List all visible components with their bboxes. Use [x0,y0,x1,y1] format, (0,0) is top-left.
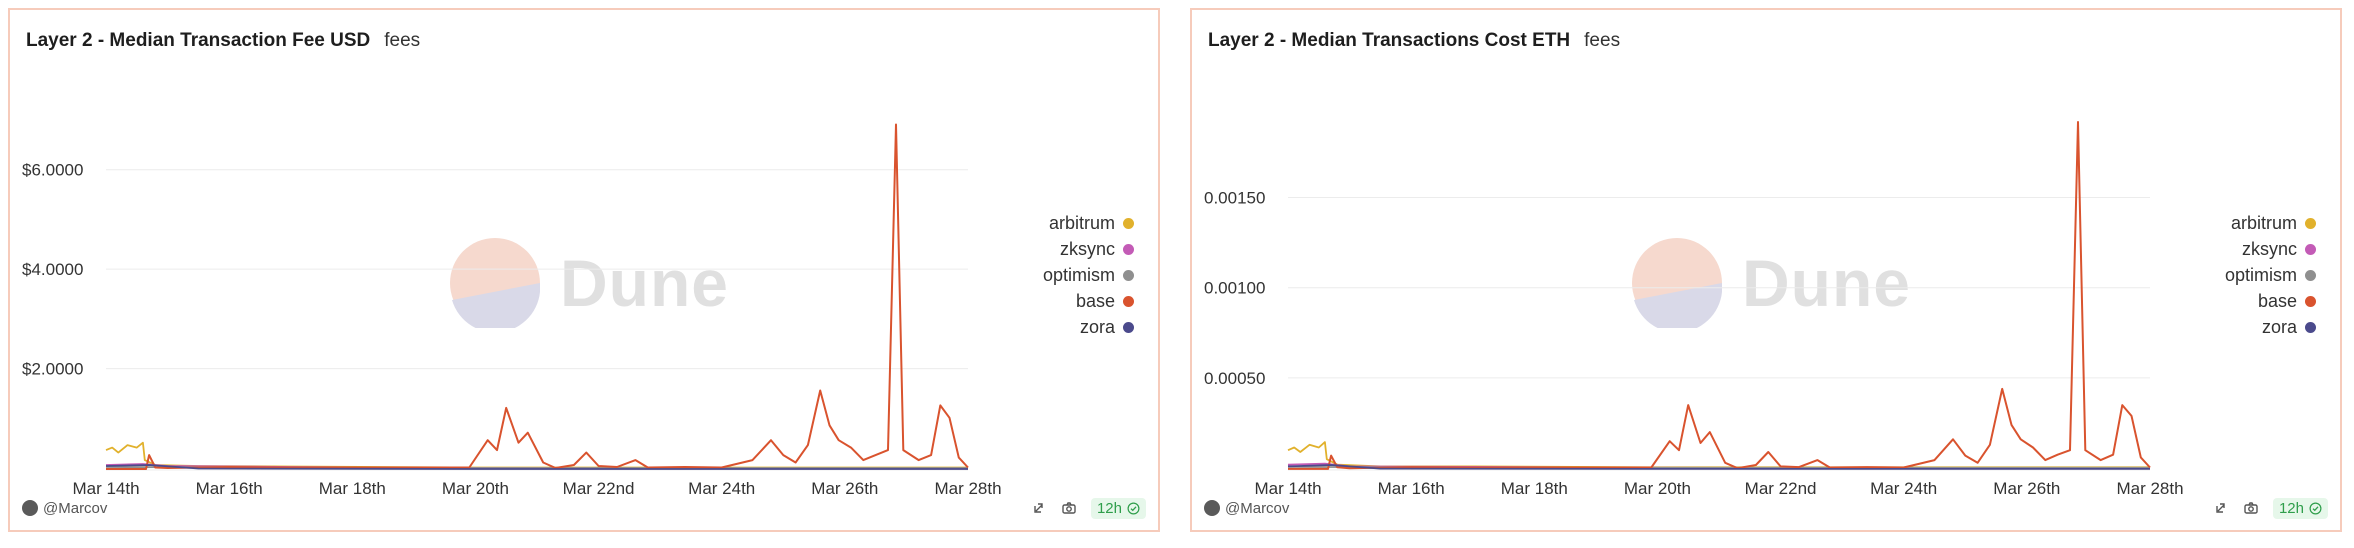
x-tick-label: Mar 16th [1378,479,1445,498]
series-line-arbitrum [105,441,968,469]
legend-label: arbitrum [1048,212,1115,233]
camera-icon[interactable] [2243,500,2259,516]
avatar [1204,500,1220,516]
chart-title-text: Layer 2 - Median Transactions Cost ETH [1208,30,1571,51]
legend-dot [1123,269,1134,281]
legend-label: optimism [1042,264,1115,285]
legend: arbitrum zksync optimism base zora [1043,210,1134,340]
chart-tools: 12h [2213,497,2328,519]
legend-item-zora[interactable]: zora [1043,314,1134,340]
legend-dot [2305,269,2316,281]
legend-label: base [1075,290,1115,311]
share-icon[interactable] [2213,500,2229,516]
avatar [22,500,38,516]
dune-watermark: Dune [450,238,729,328]
chart-footer: @Marcov 12h [1204,496,2328,520]
check-circle-icon [2309,502,2322,514]
author-name: @Marcov [1225,499,1290,517]
dune-watermark: Dune [1632,238,1911,328]
chart-tools: 12h [1031,497,1146,519]
x-tick-label: Mar 26th [811,479,878,498]
y-tick-label: $6.0000 [22,161,83,180]
x-tick-label: Mar 28th [934,479,1001,498]
legend-dot [1123,321,1134,333]
line-chart: 0.00050 0.00100 0.00150 Mar 14th Mar 16th Mar… [1204,121,2184,498]
legend-dot [2305,217,2316,229]
legend-label: zksync [2241,238,2297,259]
legend: arbitrum zksync optimism base zora [2225,210,2316,340]
series-line-zora [105,464,968,470]
author[interactable]: @Marcov [1204,500,1289,517]
legend-dot [1123,243,1134,255]
legend-item-base[interactable]: base [1043,288,1134,314]
x-tick-label: Mar 28th [2116,479,2183,498]
chart-subtitle: fees [384,30,421,51]
x-tick-label: Mar 20th [1624,479,1691,498]
refresh-badge[interactable]: 12h [1090,497,1146,519]
refresh-badge-text: 12h [2278,499,2304,517]
y-tick-label: $4.0000 [22,260,83,279]
legend-item-zksync[interactable]: zksync [2225,236,2316,262]
y-tick-label: 0.00150 [1204,189,1265,208]
legend-item-zksync[interactable]: zksync [1043,236,1134,262]
x-tick-label: Mar 26th [1993,479,2060,498]
x-tick-label: Mar 24th [688,479,755,498]
chart-title: Layer 2 - Median Transactions Cost ETH fe… [1208,30,1620,52]
series-line-base [1288,121,2151,470]
series-line-arbitrum [1287,441,2150,469]
legend-label: arbitrum [2230,212,2297,233]
legend-dot [2305,295,2316,307]
dune-logo-icon [1632,238,1722,328]
legend-item-optimism[interactable]: optimism [2225,262,2316,288]
camera-icon[interactable] [1061,500,1077,516]
x-tick-label: Mar 18th [319,479,386,498]
legend-item-base[interactable]: base [2225,288,2316,314]
legend-dot [2305,321,2316,333]
chart-subtitle: fees [1584,30,1621,51]
legend-label: zora [1079,316,1115,337]
x-tick-label: Mar 14th [1254,479,1321,498]
series-line-zora [1287,464,2150,470]
legend-item-optimism[interactable]: optimism [1043,262,1134,288]
refresh-badge[interactable]: 12h [2272,497,2328,519]
legend-dot [1123,295,1134,307]
legend-dot [1123,217,1134,229]
y-tick-label: 0.00050 [1204,369,1265,388]
chart-title: Layer 2 - Median Transaction Fee USD fees [26,30,420,52]
line-chart: $2.0000 $4.0000 $6.0000 Mar 14th Mar 16th Mar… [22,123,1002,498]
author-name: @Marcov [43,499,108,517]
legend-label: zora [2261,316,2297,337]
y-tick-label: $2.0000 [22,360,83,379]
x-tick-label: Mar 16th [196,479,263,498]
chart-panel-eth: Layer 2 - Median Transactions Cost ETH fe… [1190,8,2342,532]
author[interactable]: @Marcov [22,500,107,517]
legend-dot [2305,243,2316,255]
x-tick-label: Mar 22nd [563,479,635,498]
legend-label: zksync [1059,238,1115,259]
legend-item-zora[interactable]: zora [2225,314,2316,340]
watermark-text: Dune [560,246,729,320]
legend-label: base [2257,290,2297,311]
check-circle-icon [1127,502,1140,514]
share-icon[interactable] [1031,500,1047,516]
x-tick-label: Mar 24th [1870,479,1937,498]
x-tick-label: Mar 20th [442,479,509,498]
dune-logo-icon [450,238,540,328]
legend-label: optimism [2224,264,2297,285]
refresh-badge-text: 12h [1096,499,1122,517]
series-line-base [106,123,969,470]
x-tick-label: Mar 18th [1501,479,1568,498]
legend-item-arbitrum[interactable]: arbitrum [1043,210,1134,236]
watermark-text: Dune [1742,246,1911,320]
legend-item-arbitrum[interactable]: arbitrum [2225,210,2316,236]
chart-footer: @Marcov 12h [22,496,1146,520]
y-tick-label: 0.00100 [1204,279,1265,298]
chart-title-text: Layer 2 - Median Transaction Fee USD [26,30,371,51]
x-tick-label: Mar 14th [72,479,139,498]
x-tick-label: Mar 22nd [1745,479,1817,498]
chart-panel-usd: Layer 2 - Median Transaction Fee USD fees… [8,8,1160,532]
